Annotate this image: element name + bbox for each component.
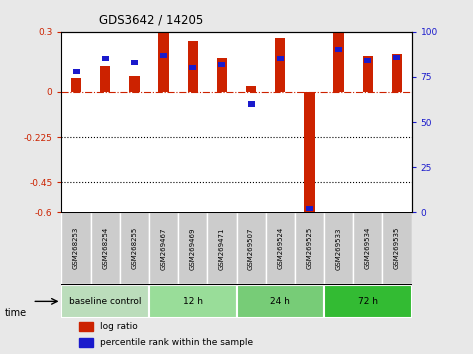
Bar (219, 62, 226, 67)
Text: GSM269469: GSM269469 (190, 227, 196, 269)
FancyBboxPatch shape (324, 285, 412, 318)
Bar (158, 33, 169, 92)
Text: time: time (5, 308, 27, 318)
FancyBboxPatch shape (295, 212, 324, 284)
Text: 72 h: 72 h (358, 297, 378, 306)
Bar (71, 78, 81, 92)
FancyBboxPatch shape (207, 212, 236, 284)
Bar (392, 54, 402, 92)
Bar (102, 56, 109, 61)
FancyBboxPatch shape (120, 212, 149, 284)
FancyBboxPatch shape (382, 212, 412, 284)
FancyBboxPatch shape (61, 212, 91, 284)
Bar (160, 53, 167, 58)
Text: baseline control: baseline control (69, 297, 141, 306)
Text: GSM269471: GSM269471 (219, 227, 225, 269)
Text: GSM269507: GSM269507 (248, 227, 254, 269)
Bar (364, 58, 371, 63)
Bar (304, 92, 315, 212)
FancyBboxPatch shape (178, 212, 207, 284)
Bar (277, 56, 284, 61)
Bar (275, 38, 285, 92)
Text: percentile rank within the sample: percentile rank within the sample (100, 338, 253, 347)
FancyBboxPatch shape (353, 212, 382, 284)
Bar (247, 102, 254, 107)
Text: GSM269534: GSM269534 (365, 227, 371, 269)
Bar (79, 321, 93, 331)
Bar (217, 58, 227, 92)
Text: GSM269524: GSM269524 (277, 227, 283, 269)
Text: GSM268255: GSM268255 (131, 227, 138, 269)
Bar (72, 69, 79, 74)
Bar (129, 76, 140, 92)
Bar (188, 41, 198, 92)
Text: GSM269533: GSM269533 (335, 227, 342, 269)
Text: GSM268253: GSM268253 (73, 227, 79, 269)
Bar (246, 86, 256, 92)
Bar (363, 56, 373, 92)
FancyBboxPatch shape (61, 285, 149, 318)
Text: GSM269535: GSM269535 (394, 227, 400, 269)
Text: GSM269525: GSM269525 (307, 227, 313, 269)
FancyBboxPatch shape (236, 285, 324, 318)
FancyBboxPatch shape (149, 285, 236, 318)
FancyBboxPatch shape (91, 212, 120, 284)
Text: log ratio: log ratio (100, 322, 138, 331)
Text: 12 h: 12 h (183, 297, 203, 306)
Bar (189, 65, 196, 70)
FancyBboxPatch shape (324, 212, 353, 284)
Text: GSM269467: GSM269467 (160, 227, 166, 269)
Bar (100, 66, 110, 92)
Bar (79, 338, 93, 347)
Text: 24 h: 24 h (270, 297, 290, 306)
FancyBboxPatch shape (236, 212, 266, 284)
FancyBboxPatch shape (149, 212, 178, 284)
Bar (306, 206, 313, 211)
Bar (131, 60, 138, 65)
Bar (335, 47, 342, 52)
Text: GDS3642 / 14205: GDS3642 / 14205 (99, 13, 203, 27)
Bar (333, 33, 344, 92)
Bar (394, 55, 401, 59)
FancyBboxPatch shape (266, 212, 295, 284)
Text: GSM268254: GSM268254 (102, 227, 108, 269)
